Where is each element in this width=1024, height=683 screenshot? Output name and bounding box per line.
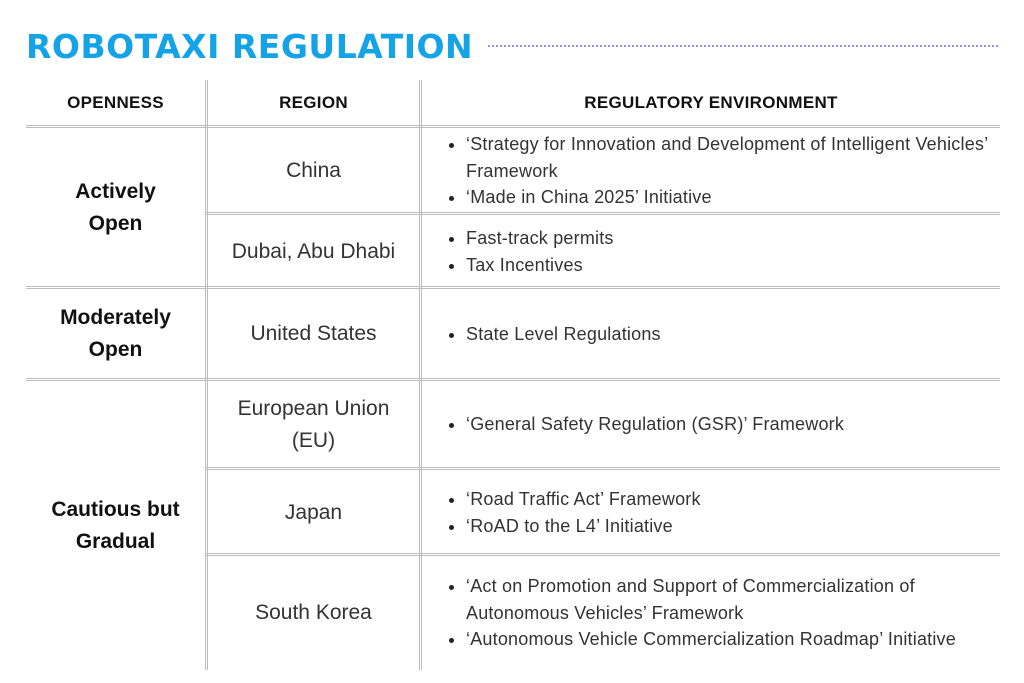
row-divider bbox=[205, 553, 1000, 556]
row-divider bbox=[205, 467, 1000, 470]
list-item: State Level Regulations bbox=[466, 321, 1000, 348]
row-divider bbox=[26, 125, 1000, 128]
openness-cautious-but-gradual: Cautious but Gradual bbox=[51, 497, 180, 553]
header-region: REGION bbox=[279, 93, 348, 112]
row-divider bbox=[26, 286, 1000, 289]
row-divider bbox=[26, 378, 1000, 381]
environment-list: ‘Act on Promotion and Support of Commerc… bbox=[440, 573, 1000, 653]
environment-list: ‘Road Traffic Act’ Framework ‘RoAD to th… bbox=[440, 486, 1000, 539]
list-item: ‘RoAD to the L4’ Initiative bbox=[466, 513, 1000, 540]
page-title: ROBOTAXI REGULATION bbox=[26, 27, 474, 66]
header-regulatory-environment: REGULATORY ENVIRONMENT bbox=[584, 93, 838, 112]
list-item: Fast-track permits bbox=[466, 225, 1000, 252]
regulation-table: OPENNESS REGION REGULATORY ENVIRONMENT A… bbox=[26, 80, 1000, 670]
list-item: ‘Road Traffic Act’ Framework bbox=[466, 486, 1000, 513]
environment-list: Fast-track permits Tax Incentives bbox=[440, 225, 1000, 278]
region-south-korea: South Korea bbox=[255, 601, 372, 624]
environment-list: ‘Strategy for Innovation and Development… bbox=[440, 131, 1000, 211]
header-openness: OPENNESS bbox=[67, 93, 164, 112]
environment-list: ‘General Safety Regulation (GSR)’ Framew… bbox=[440, 411, 1000, 438]
environment-south-korea: ‘Act on Promotion and Support of Commerc… bbox=[422, 556, 1000, 670]
region-european-union: European Union (EU) bbox=[237, 396, 390, 452]
list-item: ‘Strategy for Innovation and Development… bbox=[466, 131, 1000, 184]
environment-dubai-abu-dhabi: Fast-track permits Tax Incentives bbox=[422, 216, 1000, 287]
column-divider bbox=[205, 80, 208, 670]
title-divider bbox=[488, 45, 998, 47]
environment-united-states: State Level Regulations bbox=[422, 289, 1000, 379]
environment-china: ‘Strategy for Innovation and Development… bbox=[422, 129, 1000, 213]
region-china: China bbox=[286, 159, 341, 182]
list-item: ‘Autonomous Vehicle Commercialization Ro… bbox=[466, 626, 1000, 653]
list-item: ‘Made in China 2025’ Initiative bbox=[466, 184, 1000, 211]
region-dubai-abu-dhabi: Dubai, Abu Dhabi bbox=[231, 239, 396, 263]
openness-actively-open: Actively Open bbox=[75, 180, 156, 235]
list-item: ‘General Safety Regulation (GSR)’ Framew… bbox=[466, 411, 1000, 438]
region-united-states: United States bbox=[250, 322, 377, 345]
column-divider bbox=[419, 80, 422, 670]
row-divider bbox=[205, 212, 1000, 215]
region-japan: Japan bbox=[284, 500, 343, 524]
environment-japan: ‘Road Traffic Act’ Framework ‘RoAD to th… bbox=[422, 471, 1000, 554]
openness-moderately-open: Moderately Open bbox=[60, 306, 171, 361]
list-item: Tax Incentives bbox=[466, 252, 1000, 279]
list-item: ‘Act on Promotion and Support of Commerc… bbox=[466, 573, 1000, 626]
environment-list: State Level Regulations bbox=[440, 321, 1000, 348]
environment-european-union: ‘General Safety Regulation (GSR)’ Framew… bbox=[422, 381, 1000, 468]
